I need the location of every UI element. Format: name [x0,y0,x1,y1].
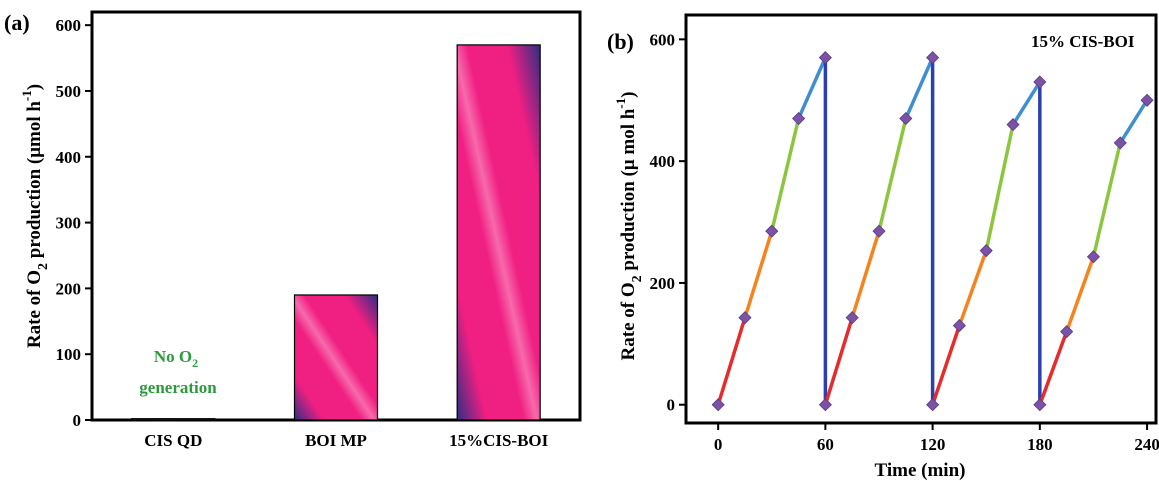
x-category-label: 15%CIS-BOI [449,431,549,450]
bar-boi-mp [293,294,379,421]
data-point-marker [711,398,725,412]
y-tick-label: 400 [56,148,82,167]
y-tick-label: 100 [56,345,82,364]
x-category-label: BOI MP [305,431,367,450]
bar-15-cis-boi [456,44,541,421]
cycle-2-segment [904,56,935,120]
data-point-marker [899,111,913,126]
y-tick-label: 600 [56,16,82,35]
y-tick-label: 200 [650,274,676,293]
data-point-marker [818,398,832,412]
data-point-marker [845,311,859,325]
cycle-3-segment [1011,81,1042,126]
cycle-4-segment [1118,99,1149,144]
data-point-marker [1086,250,1101,264]
legend-text: 15% CIS-BOI [1031,32,1135,51]
cycle-2-segment [823,317,854,406]
no-o2-annotation: No O2 [154,347,198,370]
panel-b-label: (b) [607,29,634,54]
panel-a: (a) 0 100 200 300 400 500 600 CIS QD BOI MP 15%C… [4,10,582,450]
data-point-marker [765,224,779,238]
data-point-marker [792,111,806,126]
cycle-1-segment [770,118,801,232]
y-tick-label: 400 [650,152,676,171]
y-tick-label: 200 [56,279,82,298]
cycle-1-segment [716,317,747,406]
panel-b-x-title: Time (min) [875,460,966,481]
bar-cis-qd [131,418,216,421]
cycle-1-segment [743,230,774,319]
y-tick-label: 0 [73,411,82,430]
data-point-marker [1033,398,1047,412]
no-o2-annotation-line2: generation [139,378,217,397]
data-point-marker [926,398,940,412]
cycle-1-segment [796,56,827,120]
data-point-marker [1140,93,1154,107]
panel-b-frame [684,13,1158,425]
data-point-marker [979,244,993,258]
cycle-4-segment [1091,142,1122,258]
x-category-label: CIS QD [144,431,202,450]
x-tick-label: 60 [817,435,834,454]
y-tick-label: 600 [650,30,676,49]
cycle-3-segment [930,325,962,406]
cycle-3-segment [957,250,988,327]
data-point-marker [872,224,886,238]
panel-a-y-title: Rate of O2 production (μmol h-1) [19,84,51,348]
data-point-marker [952,319,966,333]
x-tick-label: 180 [1027,435,1053,454]
cycle-4-segment [1038,331,1069,406]
cycle-4-segment [1064,256,1096,333]
y-tick-label: 500 [56,82,82,101]
panel-b-y-title: Rate of O2 production (μ mol h-1) [613,92,645,361]
x-tick-label: 120 [920,435,946,454]
cycle-2-segment [877,118,908,232]
cycle-3-segment [984,124,1015,252]
y-tick-label: 300 [56,214,82,233]
data-point-marker [1033,75,1047,89]
data-point-marker [926,51,940,65]
data-point-marker [1060,325,1074,339]
cycle-2-segment [850,230,881,319]
data-point-marker [818,51,832,65]
y-tick-label: 0 [667,396,676,415]
data-point-marker [1006,118,1020,132]
data-point-marker [738,311,752,325]
x-tick-label: 0 [714,435,723,454]
data-point-marker [1113,136,1127,150]
x-tick-label: 240 [1134,435,1159,454]
panel-a-label: (a) [4,10,30,35]
